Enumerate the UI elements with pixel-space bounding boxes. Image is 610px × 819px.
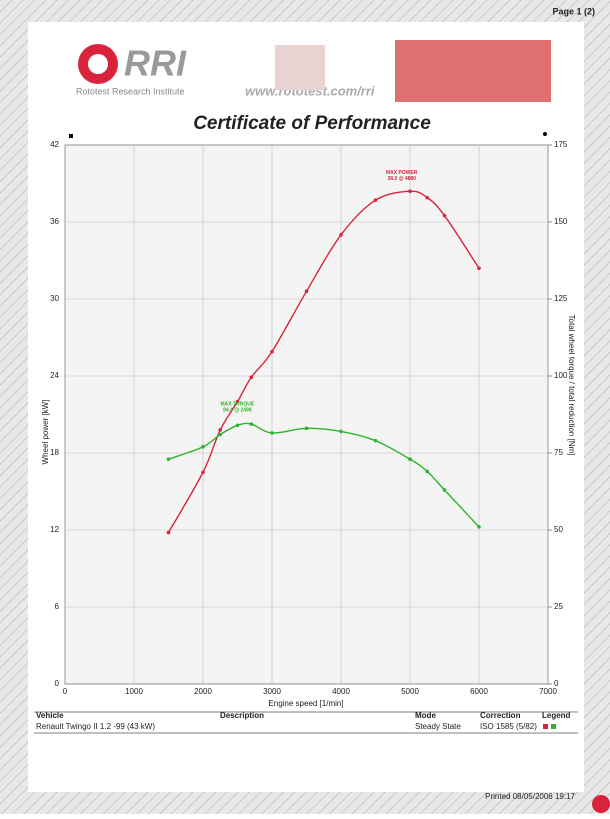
x-tick-label: 7000 — [539, 687, 557, 696]
point — [477, 525, 481, 529]
y2-tick-label: 0 — [554, 679, 559, 688]
point — [425, 470, 429, 474]
point — [270, 350, 274, 354]
point — [443, 488, 447, 492]
institute: Rototest Research Institute — [76, 86, 185, 96]
table-cell: Renault Twingo II 1.2 -99 (43 kW) — [36, 722, 155, 731]
x-tick-label: 0 — [63, 687, 68, 696]
y2-axis-label: Total wheel torque / total reduction [Nm… — [567, 315, 576, 456]
point — [167, 457, 171, 461]
chart-title: Certificate of Performance — [193, 113, 431, 134]
table-header: Mode — [415, 711, 436, 720]
y2-tick-label: 50 — [554, 525, 563, 534]
footer-logo — [592, 795, 610, 813]
point — [250, 375, 254, 379]
point — [305, 427, 309, 431]
x-tick-label: 6000 — [470, 687, 488, 696]
y-tick-label: 24 — [50, 371, 59, 380]
point — [201, 470, 205, 474]
point — [305, 290, 309, 294]
annotation: 84.4 @ 2498 — [223, 407, 252, 413]
table-header: Legend — [542, 711, 571, 720]
point — [167, 531, 171, 535]
point — [339, 430, 343, 434]
table-header: Vehicle — [36, 711, 64, 720]
point — [218, 428, 222, 432]
plot-area — [65, 145, 548, 684]
y-axis-label: Wheel power [kW] — [41, 400, 50, 465]
x-tick-label: 4000 — [332, 687, 350, 696]
point — [236, 423, 240, 427]
y-tick-label: 30 — [50, 294, 59, 303]
corner-mark — [543, 132, 547, 136]
y2-tick-label: 175 — [554, 140, 568, 149]
point — [218, 433, 222, 437]
legend-swatch — [551, 724, 556, 729]
point — [408, 189, 412, 193]
point — [408, 457, 412, 461]
y2-tick-label: 75 — [554, 448, 563, 457]
logo-text: RRI — [124, 43, 187, 84]
x-tick-label: 3000 — [263, 687, 281, 696]
corner-mark — [69, 134, 73, 138]
point — [443, 214, 447, 218]
x-tick-label: 5000 — [401, 687, 419, 696]
y-tick-label: 12 — [50, 525, 59, 534]
x-axis-label: Engine speed [1/min] — [268, 699, 343, 708]
engine-image — [275, 45, 325, 90]
point — [270, 431, 274, 435]
table-header: Correction — [480, 711, 521, 720]
y-tick-label: 6 — [55, 602, 60, 611]
logo-mark-inner — [88, 54, 108, 74]
address-banner — [395, 40, 551, 102]
point — [339, 233, 343, 237]
point — [425, 196, 429, 200]
point — [201, 445, 205, 449]
legend-swatch — [543, 724, 548, 729]
table-header: Description — [220, 711, 264, 720]
annotation: 38.3 @ 4880 — [387, 176, 416, 182]
y2-tick-label: 150 — [554, 217, 568, 226]
point — [477, 266, 481, 270]
y2-tick-label: 125 — [554, 294, 568, 303]
y2-tick-label: 25 — [554, 602, 563, 611]
page: Page 1 (2) RRI Rototest Research Institu… — [0, 0, 610, 814]
point — [374, 439, 378, 443]
y2-tick-label: 100 — [554, 371, 568, 380]
table-cell: ISO 1585 (5/82) — [480, 722, 537, 731]
page-label: Page 1 (2) — [552, 6, 595, 16]
x-tick-label: 1000 — [125, 687, 143, 696]
y-tick-label: 42 — [50, 140, 59, 149]
point — [374, 198, 378, 202]
y-tick-label: 0 — [55, 679, 60, 688]
printed-date: Printed 08/05/2006 19:17 — [485, 792, 575, 801]
x-tick-label: 2000 — [194, 687, 212, 696]
y-tick-label: 36 — [50, 217, 59, 226]
table-cell: Steady State — [415, 722, 461, 731]
point — [250, 422, 254, 426]
y-tick-label: 18 — [50, 448, 59, 457]
